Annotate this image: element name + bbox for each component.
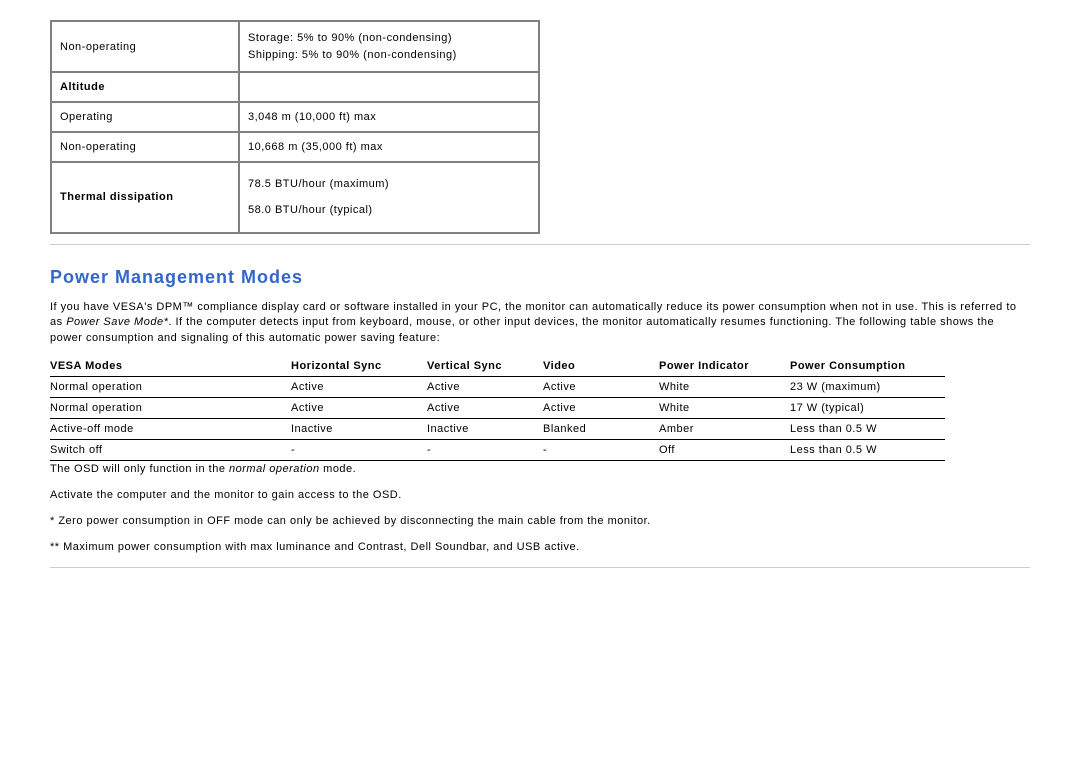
power-table-cell: Less than 0.5 W: [790, 439, 945, 460]
power-table-row: Normal operationActiveActiveActiveWhite2…: [50, 376, 945, 397]
power-table-cell: Active: [543, 397, 659, 418]
power-table-cell: Active: [291, 397, 427, 418]
spec-table-row: Thermal dissipation78.5 BTU/hour (maximu…: [51, 162, 539, 233]
spec-table-row: Non-operating10,668 m (35,000 ft) max: [51, 132, 539, 162]
power-table-cell: -: [427, 439, 543, 460]
th-horizontal-sync: Horizontal Sync: [291, 356, 427, 377]
power-table-cell: Active-off mode: [50, 418, 291, 439]
spec-row-value: [239, 72, 539, 102]
environmental-spec-table: Non-operatingStorage: 5% to 90% (non-con…: [50, 20, 540, 234]
power-table-cell: -: [543, 439, 659, 460]
section-title-power-management: Power Management Modes: [50, 267, 1030, 288]
power-table-cell: 23 W (maximum): [790, 376, 945, 397]
spec-row-label: Operating: [51, 102, 239, 132]
osd-note-italic: normal operation: [229, 463, 320, 475]
power-management-table: VESA Modes Horizontal Sync Vertical Sync…: [50, 356, 945, 461]
power-table-cell: Inactive: [291, 418, 427, 439]
power-table-row: Switch off---OffLess than 0.5 W: [50, 439, 945, 460]
spec-row-value: 3,048 m (10,000 ft) max: [239, 102, 539, 132]
footnote-2: ** Maximum power consumption with max lu…: [50, 541, 1030, 553]
power-table-cell: Blanked: [543, 418, 659, 439]
spec-row-label: Altitude: [51, 72, 239, 102]
power-table-cell: Active: [291, 376, 427, 397]
spec-row-value: 78.5 BTU/hour (maximum) 58.0 BTU/hour (ty…: [239, 162, 539, 233]
spec-value-line: Shipping: 5% to 90% (non-condensing): [248, 49, 457, 61]
power-table-cell: Switch off: [50, 439, 291, 460]
th-power-indicator: Power Indicator: [659, 356, 790, 377]
spec-row-value: Storage: 5% to 90% (non-condensing) Shipp…: [239, 21, 539, 72]
spec-row-label: Non-operating: [51, 132, 239, 162]
power-table-cell: -: [291, 439, 427, 460]
spec-table-row: Altitude: [51, 72, 539, 102]
osd-note: The OSD will only function in the normal…: [50, 463, 1030, 475]
section-divider-bottom: [50, 567, 1030, 568]
spec-row-label: Non-operating: [51, 21, 239, 72]
spec-row-label: Thermal dissipation: [51, 162, 239, 233]
th-power-consumption: Power Consumption: [790, 356, 945, 377]
spec-value-line: 78.5 BTU/hour (maximum): [248, 178, 389, 190]
spec-row-value: 10,668 m (35,000 ft) max: [239, 132, 539, 162]
power-table-cell: Inactive: [427, 418, 543, 439]
th-video: Video: [543, 356, 659, 377]
power-table-cell: Amber: [659, 418, 790, 439]
power-table-row: Active-off modeInactiveInactiveBlankedAm…: [50, 418, 945, 439]
power-table-cell: Normal operation: [50, 376, 291, 397]
osd-note-pre: The OSD will only function in the: [50, 463, 229, 475]
spec-value-line: Storage: 5% to 90% (non-condensing): [248, 32, 452, 44]
power-table-cell: White: [659, 397, 790, 418]
power-table-cell: Active: [427, 376, 543, 397]
spec-value-line: 58.0 BTU/hour (typical): [248, 204, 373, 216]
power-table-row: Normal operationActiveActiveActiveWhite1…: [50, 397, 945, 418]
section-divider-top: [50, 244, 1030, 245]
power-table-cell: Off: [659, 439, 790, 460]
power-table-cell: Active: [427, 397, 543, 418]
intro-paragraph: If you have VESA's DPM™ compliance displ…: [50, 300, 1030, 346]
intro-italic: Power Save Mode*: [66, 316, 168, 328]
activate-note: Activate the computer and the monitor to…: [50, 489, 1030, 501]
spec-table-row: Operating3,048 m (10,000 ft) max: [51, 102, 539, 132]
power-table-header-row: VESA Modes Horizontal Sync Vertical Sync…: [50, 356, 945, 377]
power-table-cell: Normal operation: [50, 397, 291, 418]
spec-table-row: Non-operatingStorage: 5% to 90% (non-con…: [51, 21, 539, 72]
power-table-cell: Less than 0.5 W: [790, 418, 945, 439]
power-table-cell: 17 W (typical): [790, 397, 945, 418]
power-table-cell: Active: [543, 376, 659, 397]
page-root: Non-operatingStorage: 5% to 90% (non-con…: [0, 0, 1080, 636]
th-vertical-sync: Vertical Sync: [427, 356, 543, 377]
osd-note-post: mode.: [320, 463, 357, 475]
power-table-cell: White: [659, 376, 790, 397]
footnote-1: * Zero power consumption in OFF mode can…: [50, 515, 1030, 527]
intro-text-post: . If the computer detects input from key…: [50, 316, 994, 343]
th-vesa-modes: VESA Modes: [50, 356, 291, 377]
